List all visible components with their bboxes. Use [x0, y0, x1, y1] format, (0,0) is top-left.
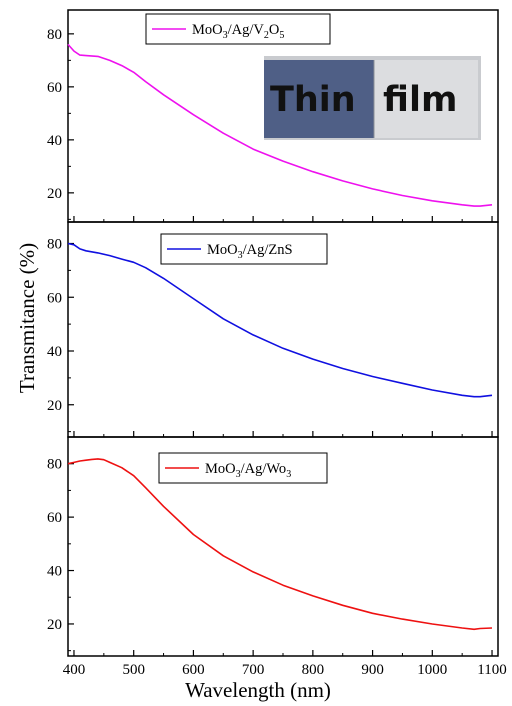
- y-tick-label: 80: [47, 457, 62, 473]
- legend-part: /Ag/ZnS: [243, 242, 293, 258]
- legend-subscript: 3: [238, 250, 243, 261]
- x-tick-label: 1100: [477, 662, 506, 678]
- legend-part: MoO: [207, 242, 238, 258]
- legend-label: MoO3/Ag/Wo3: [205, 461, 291, 480]
- legend-subscript: 2: [264, 30, 269, 41]
- y-tick-label: 20: [47, 186, 62, 202]
- legend-part: MoO: [205, 461, 236, 477]
- x-axis-title: Wavelength (nm): [185, 678, 331, 702]
- legend-label: MoO3/Ag/ZnS: [207, 242, 293, 261]
- panel-middle: 20 40 60 80 MoO3/Ag/ZnS: [47, 221, 499, 438]
- bare-glass-region: [374, 60, 478, 138]
- coated-film-region: [264, 60, 374, 138]
- x-tick-label: 400: [63, 662, 86, 678]
- x-tick-label: 1000: [417, 662, 447, 678]
- legend-part: /Ag/Wo: [241, 461, 287, 477]
- x-tick-label: 800: [302, 662, 325, 678]
- y-tick-label: 60: [47, 510, 62, 526]
- series-line: [67, 43, 493, 207]
- y-tick-label: 20: [47, 398, 62, 414]
- legend-subscript: 3: [286, 469, 291, 480]
- y-tick-label: 40: [47, 133, 62, 149]
- legend-subscript: 3: [223, 30, 228, 41]
- x-tick-label: 600: [182, 662, 205, 678]
- inset-label-right: film: [383, 80, 457, 120]
- legend-part: /Ag/V: [228, 22, 265, 38]
- y-axis-title: Transmitance (%): [15, 243, 39, 393]
- y-tick-label: 40: [47, 344, 62, 360]
- x-tick-label: 900: [361, 662, 384, 678]
- y-tick-label: 60: [47, 80, 62, 96]
- legend-label: MoO3/Ag/V2O5: [192, 22, 284, 41]
- thin-film-photo: Thin film: [264, 56, 481, 140]
- panel-top: 20 40 60 80 MoO3/Ag/V2O5: [47, 9, 499, 223]
- x-tick-label: 500: [122, 662, 145, 678]
- legend-subscript: 3: [236, 469, 241, 480]
- inset-label-left: Thin: [270, 80, 356, 120]
- y-tick-label: 80: [47, 237, 62, 253]
- series-line: [67, 458, 493, 631]
- y-tick-label: 20: [47, 617, 62, 633]
- y-tick-label: 80: [47, 27, 62, 43]
- legend-part: O: [269, 22, 279, 38]
- legend-part: MoO: [192, 22, 223, 38]
- y-tick-label: 40: [47, 564, 62, 580]
- series-line: [67, 242, 493, 398]
- y-tick-label: 60: [47, 290, 62, 306]
- legend-subscript: 5: [279, 30, 284, 41]
- x-tick-label: 700: [242, 662, 265, 678]
